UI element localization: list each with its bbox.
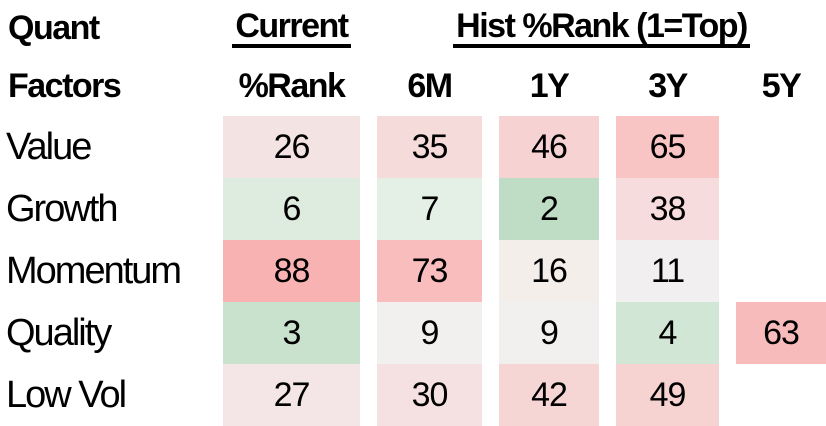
heatmap-cell: 16 <box>499 240 599 302</box>
heatmap-cell: 73 <box>377 240 482 302</box>
row-label: Momentum <box>6 249 182 292</box>
heatmap-cell-empty <box>736 364 826 426</box>
hist-group-header: Hist %Rank (1=Top) <box>377 0 826 56</box>
column-header-6m-label: 6M <box>407 66 453 105</box>
row-header-line2-label: Factors <box>8 66 122 105</box>
heatmap-cell: 4 <box>616 302 719 364</box>
column-header-5y-label: 5Y <box>761 66 802 105</box>
column-header-6m: 6M <box>377 56 482 116</box>
row-label: Value <box>6 125 92 168</box>
heatmap-cell: 7 <box>377 178 482 240</box>
heatmap-cell: 88 <box>223 240 360 302</box>
heatmap-cell: 30 <box>377 364 482 426</box>
heatmap-cell: 42 <box>499 364 599 426</box>
column-header-1y-label: 1Y <box>529 66 570 105</box>
current-group-label: Current <box>232 9 351 48</box>
heatmap-cell: 3 <box>223 302 360 364</box>
row-label: Low Vol <box>6 373 127 416</box>
heatmap-cell: 27 <box>223 364 360 426</box>
row-header-line1-label: Quant <box>8 8 100 47</box>
heatmap-cell: 9 <box>499 302 599 364</box>
hist-group-label: Hist %Rank (1=Top) <box>453 9 750 48</box>
heatmap-cell: 35 <box>377 116 482 178</box>
heatmap-cell: 6 <box>223 178 360 240</box>
column-header-5y: 5Y <box>736 56 826 116</box>
row-header-line2: Factors <box>0 56 206 116</box>
heatmap-cell: 2 <box>499 178 599 240</box>
heatmap-cell: 63 <box>736 302 826 364</box>
heatmap-cell: 46 <box>499 116 599 178</box>
heatmap-cell-empty <box>736 178 826 240</box>
heatmap-cell: 9 <box>377 302 482 364</box>
row-label: Growth <box>6 187 118 230</box>
row-label: Quality <box>6 311 112 354</box>
heatmap-cell: 49 <box>616 364 719 426</box>
column-header-3y: 3Y <box>616 56 719 116</box>
column-header-3y-label: 3Y <box>648 66 688 105</box>
current-group-header: Current <box>223 0 360 56</box>
row-header-line1: Quant <box>0 0 206 56</box>
heatmap-cell-empty <box>736 116 826 178</box>
heatmap-cell: 38 <box>616 178 719 240</box>
column-header-current-rank: %Rank <box>223 56 360 116</box>
heatmap-cell: 26 <box>223 116 360 178</box>
column-header-1y: 1Y <box>499 56 599 116</box>
column-header-current-rank-label: %Rank <box>238 66 346 105</box>
heatmap-cell: 11 <box>616 240 719 302</box>
heatmap-cell: 65 <box>616 116 719 178</box>
heatmap-cell-empty <box>736 240 826 302</box>
